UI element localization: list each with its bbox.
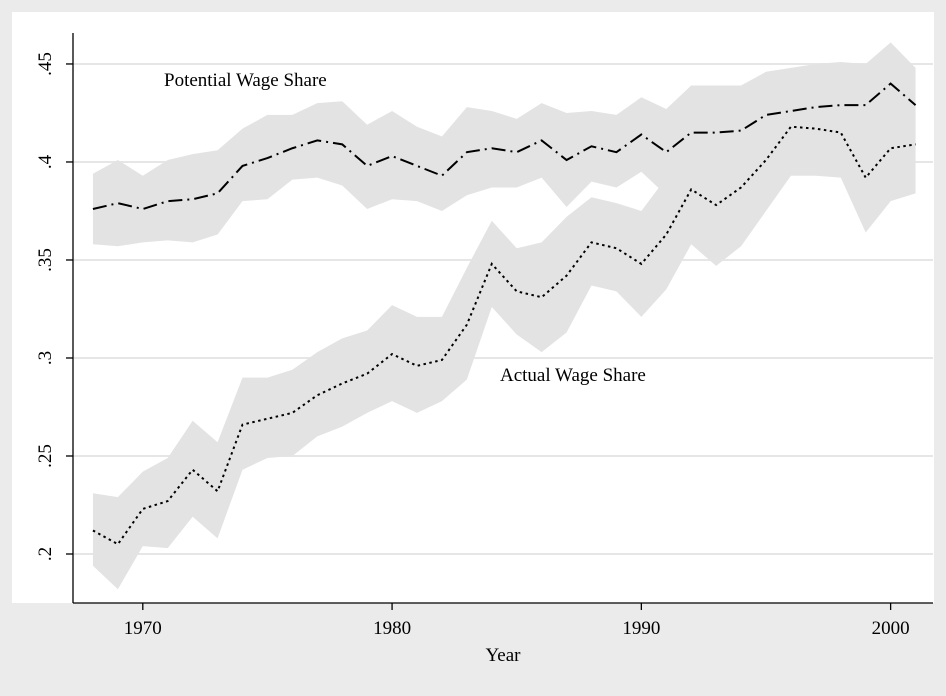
x-tick-label: 1970 [124,618,162,639]
x-tick-label: 1990 [622,618,660,639]
x-axis-label: Year [485,645,521,666]
series-label: Actual Wage Share [500,365,646,386]
series-label: Potential Wage Share [164,70,327,91]
confidence-band [92,93,916,590]
x-tick-label: 2000 [872,618,910,639]
y-tick-label: .25 [35,444,56,468]
series-line [92,125,916,546]
y-tick-label: .2 [35,547,56,561]
y-tick-label: .45 [35,52,56,76]
y-tick-label: .3 [35,351,56,365]
series-line [92,82,917,211]
y-tick-label: .4 [35,154,56,169]
x-tick-label: 1980 [373,618,411,639]
y-tick-label: .35 [35,248,56,272]
confidence-band [92,42,916,247]
